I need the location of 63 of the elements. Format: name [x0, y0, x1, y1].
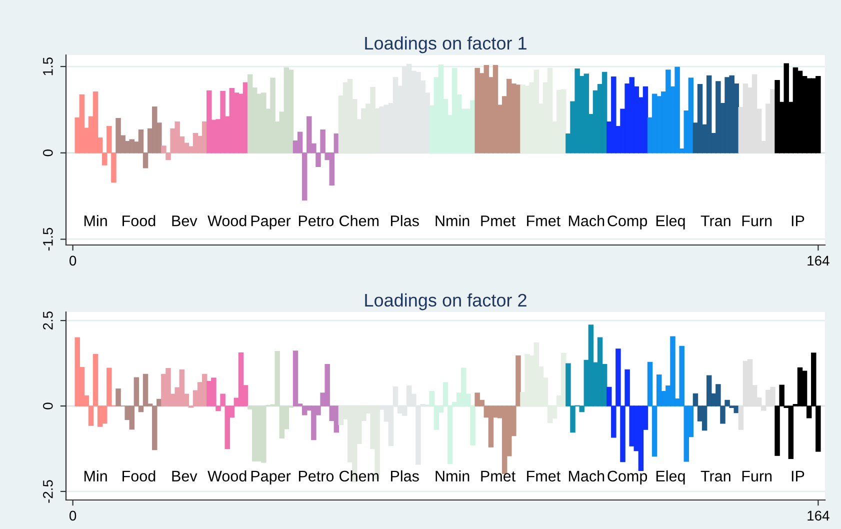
- annotation: Tran: [700, 470, 730, 482]
- annotation: Food: [122, 215, 156, 226]
- bar: [706, 75, 712, 154]
- annotation: Plas: [390, 215, 419, 226]
- annotation: Nmin: [436, 470, 470, 482]
- y-tick-label: 0: [43, 150, 53, 156]
- x-tick-label: 164: [808, 510, 830, 521]
- y-tick-label: 2.5: [43, 311, 53, 330]
- annotation: Mach: [568, 470, 604, 482]
- annotation: Eleq: [656, 215, 685, 230]
- annotation: IP: [792, 216, 804, 226]
- annotation: Mach: [568, 215, 604, 226]
- annotation: Paper: [251, 216, 291, 230]
- annotation: Fmet: [527, 470, 561, 482]
- bar: [747, 359, 753, 406]
- bar: [588, 324, 594, 406]
- bar: [206, 90, 212, 154]
- bar: [288, 70, 294, 154]
- annotation: Petro: [298, 470, 334, 482]
- y-tick-label: -2.5: [43, 480, 53, 503]
- y-tick-label: 1.5: [43, 57, 53, 76]
- annotation: Furn: [742, 470, 772, 482]
- x-tick-label: 164: [808, 256, 830, 266]
- annotation: Min: [84, 470, 107, 482]
- bar: [638, 406, 644, 471]
- annotation: Pmet: [481, 470, 516, 482]
- annotation: Nmin: [436, 215, 470, 226]
- annotation: Wood: [208, 215, 246, 226]
- annotation: Furn: [742, 216, 772, 226]
- bar: [488, 406, 494, 448]
- annotation: Bev: [172, 216, 198, 226]
- annotation: Petro: [298, 216, 334, 226]
- bar: [642, 86, 648, 154]
- bar: [116, 388, 121, 406]
- chart-title: Loadings on factor 2: [365, 293, 526, 310]
- bar: [597, 337, 603, 406]
- annotation: Pmet: [481, 216, 516, 226]
- bar: [238, 352, 244, 406]
- annotation: Plas: [390, 470, 419, 482]
- annotation: Eleq: [656, 470, 685, 485]
- y-tick-label: -1.5: [43, 228, 53, 251]
- chart-title: Loadings on factor 1: [365, 36, 526, 54]
- y-tick-label: 0: [43, 402, 53, 410]
- annotation: Wood: [208, 470, 246, 482]
- bar: [302, 406, 308, 416]
- bar: [774, 80, 780, 154]
- bar: [292, 350, 298, 406]
- annotation: Comp: [608, 215, 648, 230]
- annotation: Chem: [340, 215, 379, 226]
- annotation: Bev: [172, 470, 198, 482]
- annotation: Min: [84, 215, 107, 226]
- bar: [697, 84, 703, 154]
- bar: [92, 92, 98, 154]
- bar: [688, 78, 694, 154]
- bar: [492, 65, 498, 154]
- annotation: Fmet: [527, 216, 561, 226]
- annotation: Food: [122, 470, 156, 482]
- bar: [602, 72, 608, 154]
- annotation: Tran: [700, 216, 730, 226]
- annotation: Chem: [340, 470, 379, 482]
- annotation: Paper: [251, 470, 291, 485]
- annotation: IP: [792, 470, 804, 482]
- annotation: Comp: [608, 470, 648, 485]
